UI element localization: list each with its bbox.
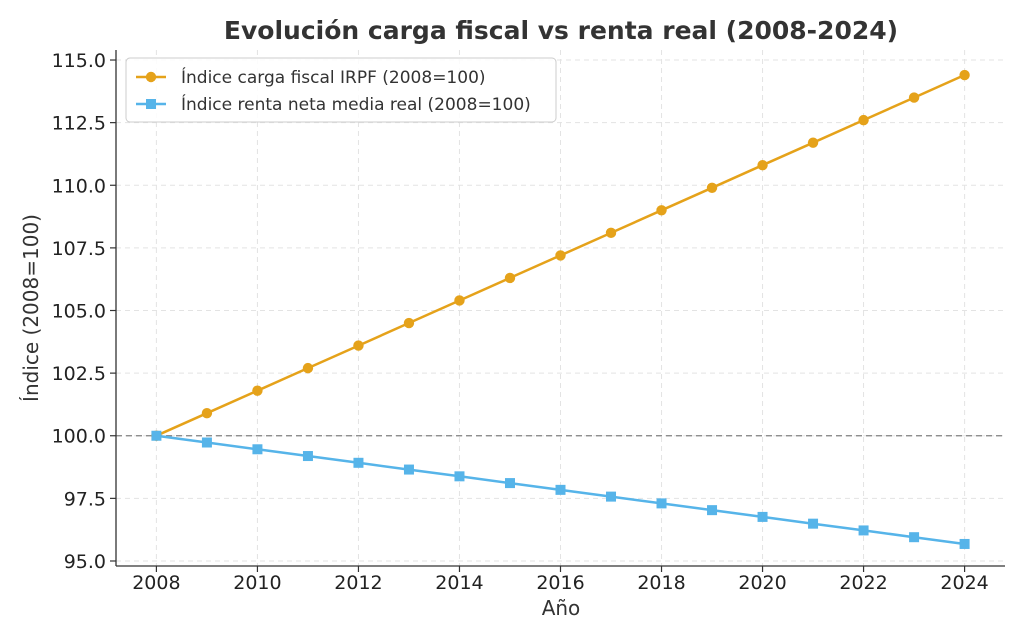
data-point bbox=[707, 505, 718, 516]
tick-labels: 2008 2010 2012 2014 2016 2018 2020 2022 2024 95.0… bbox=[52, 50, 989, 594]
x-axis-label: Año bbox=[542, 596, 581, 620]
x-tick-label: 2018 bbox=[637, 572, 685, 594]
legend-marker bbox=[145, 71, 157, 83]
data-point bbox=[606, 491, 617, 502]
y-tick-label: 100.0 bbox=[52, 426, 106, 448]
data-point bbox=[504, 272, 516, 284]
y-tick-label: 97.5 bbox=[64, 488, 106, 510]
legend-marker bbox=[146, 99, 156, 109]
data-point bbox=[454, 471, 465, 482]
data-point bbox=[252, 444, 263, 455]
series-2 bbox=[151, 430, 970, 549]
data-point bbox=[757, 160, 768, 171]
x-tick-label: 2020 bbox=[738, 572, 786, 594]
data-point bbox=[909, 532, 920, 543]
data-point bbox=[353, 340, 364, 351]
x-tick-label: 2022 bbox=[839, 572, 887, 594]
data-point bbox=[605, 227, 617, 239]
data-point bbox=[201, 437, 212, 448]
data-point bbox=[858, 525, 869, 536]
y-tick-label: 105.0 bbox=[52, 301, 106, 323]
x-tick-label: 2014 bbox=[435, 572, 483, 594]
axes bbox=[110, 50, 1005, 572]
y-tick-label: 107.5 bbox=[52, 238, 106, 260]
x-tick-label: 2010 bbox=[233, 572, 281, 594]
y-tick-label: 115.0 bbox=[52, 50, 106, 72]
x-tick-label: 2008 bbox=[132, 572, 180, 594]
data-point bbox=[201, 408, 213, 419]
data-point bbox=[151, 430, 162, 441]
data-point bbox=[454, 295, 465, 306]
data-point bbox=[706, 182, 718, 193]
legend-entry-1: Índice carga fiscal IRPF (2008=100) bbox=[136, 66, 486, 88]
data-point bbox=[302, 362, 314, 374]
legend-entry-2: Índice renta neta media real (2008=100) bbox=[136, 93, 531, 115]
legend: Índice carga fiscal IRPF (2008=100) Índic… bbox=[125, 57, 557, 123]
data-point bbox=[656, 498, 667, 509]
data-point bbox=[757, 511, 768, 522]
y-axis-label: Índice (2008=100) bbox=[19, 214, 43, 402]
data-point bbox=[807, 137, 819, 148]
data-point bbox=[353, 457, 364, 468]
data-point bbox=[555, 250, 566, 261]
chart-title: Evolución carga fiscal vs renta real (20… bbox=[224, 16, 898, 45]
data-point bbox=[302, 451, 313, 462]
y-tick-label: 102.5 bbox=[52, 363, 106, 385]
data-point bbox=[808, 518, 819, 529]
data-point bbox=[656, 205, 667, 216]
y-tick-label: 95.0 bbox=[64, 551, 106, 573]
series-layer bbox=[151, 69, 970, 549]
y-tick-label: 110.0 bbox=[52, 175, 106, 197]
data-point bbox=[252, 385, 263, 396]
x-tick-label: 2024 bbox=[940, 572, 988, 594]
data-point bbox=[555, 484, 566, 495]
x-tick-label: 2012 bbox=[334, 572, 382, 594]
data-point bbox=[959, 69, 970, 81]
data-point bbox=[403, 317, 415, 329]
legend-label: Índice renta neta media real (2008=100) bbox=[181, 93, 531, 115]
x-tick-label: 2016 bbox=[536, 572, 584, 594]
legend-label: Índice carga fiscal IRPF (2008=100) bbox=[181, 66, 486, 88]
legend-box bbox=[125, 57, 557, 123]
data-point bbox=[403, 464, 414, 475]
y-tick-label: 112.5 bbox=[52, 113, 106, 135]
data-point bbox=[959, 538, 970, 549]
data-point bbox=[858, 114, 869, 126]
data-point bbox=[908, 92, 920, 103]
data-point bbox=[504, 478, 515, 489]
